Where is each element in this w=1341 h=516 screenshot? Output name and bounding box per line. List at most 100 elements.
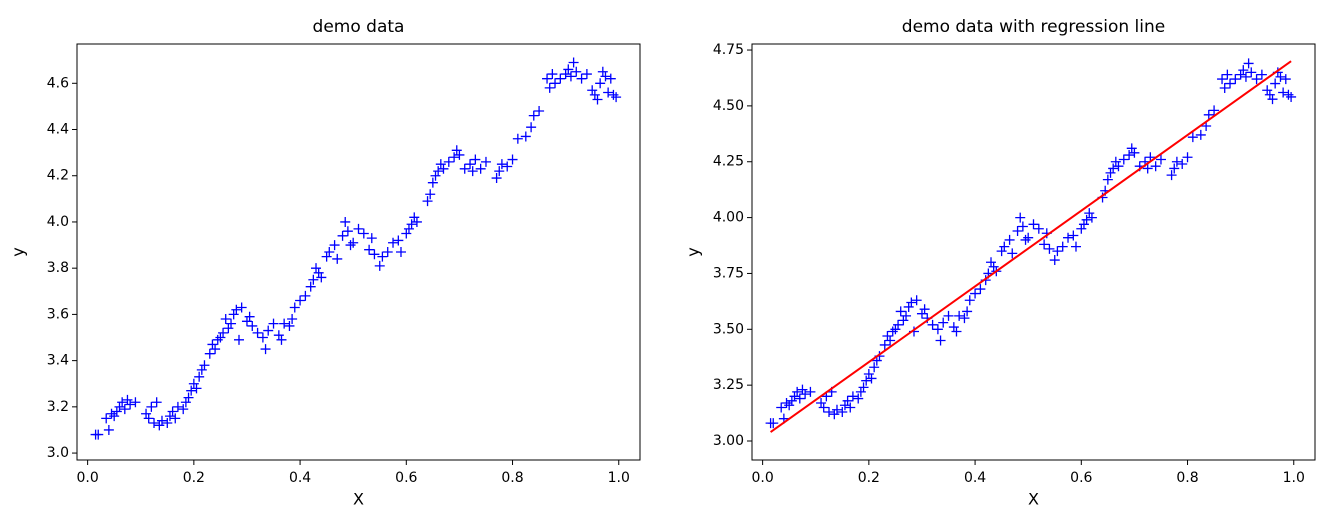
x-tick-label: 0.2 — [183, 470, 205, 486]
point — [433, 166, 444, 177]
point — [332, 253, 343, 264]
point — [768, 418, 779, 429]
point — [948, 322, 959, 333]
point — [178, 404, 189, 415]
point — [393, 235, 404, 246]
point — [975, 284, 986, 295]
point — [603, 87, 614, 98]
point — [154, 420, 165, 431]
point — [223, 323, 234, 334]
point — [228, 309, 239, 320]
point — [470, 154, 481, 165]
point — [898, 315, 909, 326]
point — [954, 310, 965, 321]
point — [1278, 87, 1289, 98]
point — [962, 306, 973, 317]
point — [1235, 69, 1246, 80]
point — [831, 404, 842, 415]
point — [842, 395, 853, 406]
y-tick-label: 4.0 — [47, 214, 69, 230]
point — [597, 66, 608, 77]
point — [494, 166, 505, 177]
point — [829, 409, 840, 420]
point — [263, 325, 274, 336]
point — [204, 348, 215, 359]
point — [101, 413, 112, 424]
point — [1195, 129, 1206, 140]
point — [467, 166, 478, 177]
point — [207, 339, 218, 350]
point — [130, 397, 141, 408]
x-tick-label: 1.0 — [1283, 470, 1305, 486]
y-tick-label: 4.25 — [713, 154, 744, 170]
point — [1280, 74, 1291, 85]
point — [491, 173, 502, 184]
point — [321, 251, 332, 262]
point — [776, 402, 787, 413]
point — [329, 240, 340, 251]
point — [425, 189, 436, 200]
point — [106, 408, 117, 419]
point — [364, 244, 375, 255]
point — [411, 216, 422, 227]
x-tick-label: 1.0 — [608, 470, 630, 486]
point — [1126, 143, 1137, 154]
axes-frame — [751, 43, 1316, 461]
point — [1187, 132, 1198, 143]
point — [186, 385, 197, 396]
point — [1238, 65, 1249, 76]
point — [1102, 174, 1113, 185]
point — [1169, 163, 1180, 174]
point — [1171, 156, 1182, 167]
point — [287, 314, 298, 325]
y-tick-label: 3.25 — [713, 377, 744, 393]
point — [837, 406, 848, 417]
point — [520, 131, 531, 142]
point — [547, 69, 558, 80]
y-tick-label: 3.8 — [47, 260, 69, 276]
x-tick-label: 0.0 — [751, 470, 773, 486]
point — [1033, 223, 1044, 234]
y-axis-label: y — [9, 247, 28, 256]
point — [273, 330, 284, 341]
point — [167, 406, 178, 417]
point — [932, 324, 943, 335]
point — [374, 260, 385, 271]
point — [244, 311, 255, 322]
point — [555, 73, 566, 84]
point — [454, 149, 465, 160]
point — [502, 161, 513, 172]
point — [342, 226, 353, 237]
point — [943, 310, 954, 321]
point — [199, 360, 210, 371]
point — [345, 240, 356, 251]
point — [885, 335, 896, 346]
point — [964, 295, 975, 306]
point — [284, 320, 295, 331]
point — [861, 375, 872, 386]
point — [797, 384, 808, 395]
axes-frame — [76, 43, 641, 461]
x-tick-label: 0.6 — [395, 470, 417, 486]
point — [430, 170, 441, 181]
point — [818, 402, 829, 413]
point — [358, 228, 369, 239]
point — [805, 386, 816, 397]
point — [866, 373, 877, 384]
point — [191, 383, 202, 394]
point — [816, 398, 827, 409]
point — [143, 413, 154, 424]
point — [608, 89, 619, 100]
point — [1028, 219, 1039, 230]
point — [853, 393, 864, 404]
point — [1070, 241, 1081, 252]
point — [1217, 74, 1228, 85]
point — [869, 362, 880, 373]
point — [1267, 94, 1278, 105]
point — [781, 398, 792, 409]
point — [1012, 225, 1023, 236]
point — [911, 295, 922, 306]
point — [324, 247, 335, 257]
point — [1004, 234, 1015, 245]
point — [824, 406, 835, 417]
